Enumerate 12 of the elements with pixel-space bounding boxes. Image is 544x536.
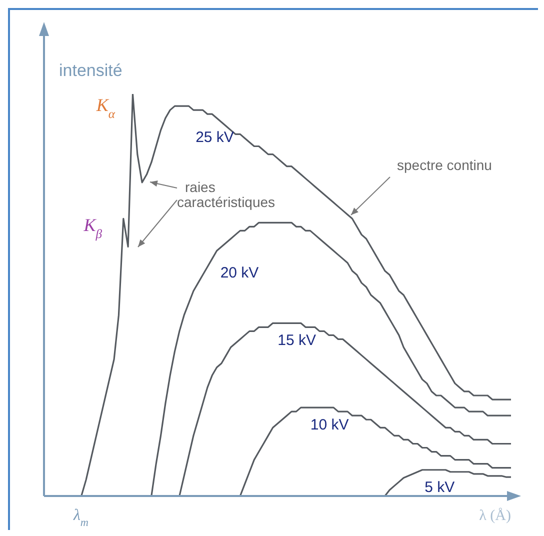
annotation: K$_{α}$ (95, 95, 116, 121)
annotation: K$_{β}$ (82, 215, 103, 241)
annotation: spectre continu (397, 157, 492, 173)
y-axis-title: intensité (59, 61, 122, 80)
series-label: 5 kV (424, 478, 455, 496)
series-label: 20 kV (220, 264, 259, 282)
x-axis-title: λ (Å) (479, 507, 511, 524)
series-label: 25 kV (196, 129, 234, 146)
series-label: 10 kV (310, 416, 349, 434)
annotation: raies caractéristiques (177, 179, 276, 210)
series-label: 15 kV (278, 332, 316, 350)
text: λ$_{m}$ (72, 507, 89, 529)
